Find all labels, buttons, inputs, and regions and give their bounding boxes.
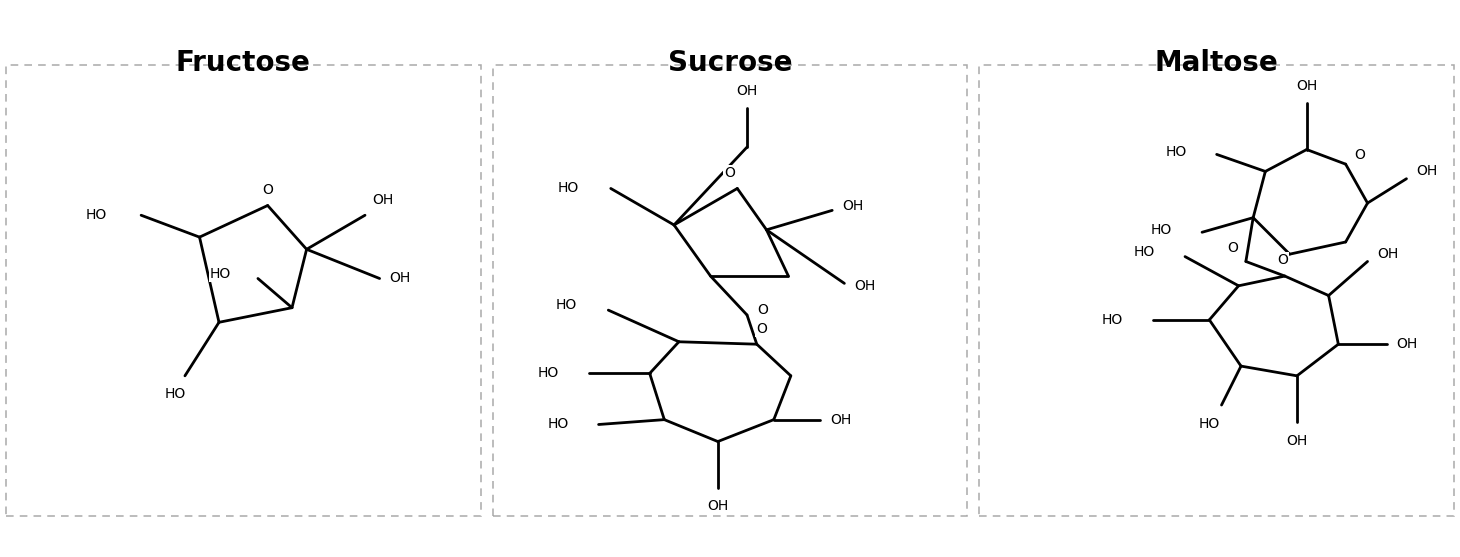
Text: O: O (724, 166, 736, 180)
Text: HO: HO (555, 298, 577, 312)
Text: O: O (1226, 241, 1238, 255)
Text: OH: OH (842, 198, 863, 213)
Text: OH: OH (736, 84, 758, 98)
Text: HO: HO (1165, 145, 1187, 159)
Text: HO: HO (537, 367, 559, 380)
Text: Maltose: Maltose (1155, 49, 1279, 77)
Text: Fructose: Fructose (175, 49, 311, 77)
Text: OH: OH (829, 413, 851, 427)
Text: HO: HO (165, 387, 185, 402)
Text: OH: OH (1397, 337, 1418, 351)
Text: OH: OH (854, 279, 876, 293)
Text: HO: HO (558, 182, 580, 196)
Text: O: O (756, 321, 766, 336)
Text: OH: OH (1416, 164, 1438, 178)
Text: O: O (263, 183, 273, 197)
Text: HO: HO (548, 418, 568, 432)
Text: HO: HO (1199, 417, 1221, 431)
Text: HO: HO (1102, 313, 1123, 327)
Text: O: O (1353, 148, 1365, 163)
Text: HO: HO (210, 267, 231, 281)
Text: HO: HO (1133, 245, 1155, 259)
Text: OH: OH (1377, 247, 1399, 261)
Text: OH: OH (372, 193, 394, 207)
Text: Sucrose: Sucrose (667, 49, 793, 77)
Text: OH: OH (707, 499, 729, 513)
Text: HO: HO (86, 208, 107, 222)
Text: OH: OH (1296, 79, 1317, 93)
Text: O: O (1278, 253, 1288, 267)
Text: HO: HO (1150, 223, 1172, 237)
Text: OH: OH (1286, 433, 1308, 448)
Text: O: O (758, 303, 768, 317)
Text: OH: OH (390, 271, 410, 286)
